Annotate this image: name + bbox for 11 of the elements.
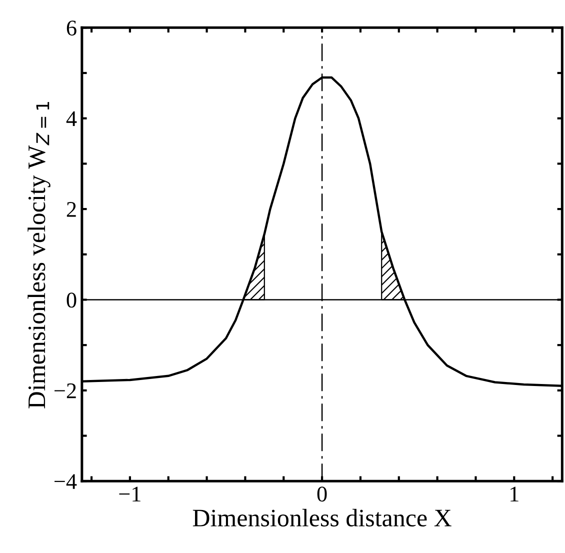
x-tick-label: 1 bbox=[510, 486, 518, 502]
x-tick-label: 0 bbox=[317, 486, 327, 502]
y-tick-label: 4 bbox=[66, 111, 77, 126]
y-tick-label: −2 bbox=[54, 383, 76, 398]
x-axis-title: Dimensionless distance X bbox=[192, 508, 452, 526]
y-axis-title: Dimensionless velocity W$_{Z=1}$ bbox=[28, 102, 50, 408]
y-tick-label: 6 bbox=[66, 20, 76, 36]
x-tick-label: −1 bbox=[119, 486, 140, 502]
y-tick-label: 2 bbox=[66, 202, 76, 217]
y-tick-label: −4 bbox=[54, 474, 77, 489]
y-tick-label: 0 bbox=[66, 292, 76, 308]
